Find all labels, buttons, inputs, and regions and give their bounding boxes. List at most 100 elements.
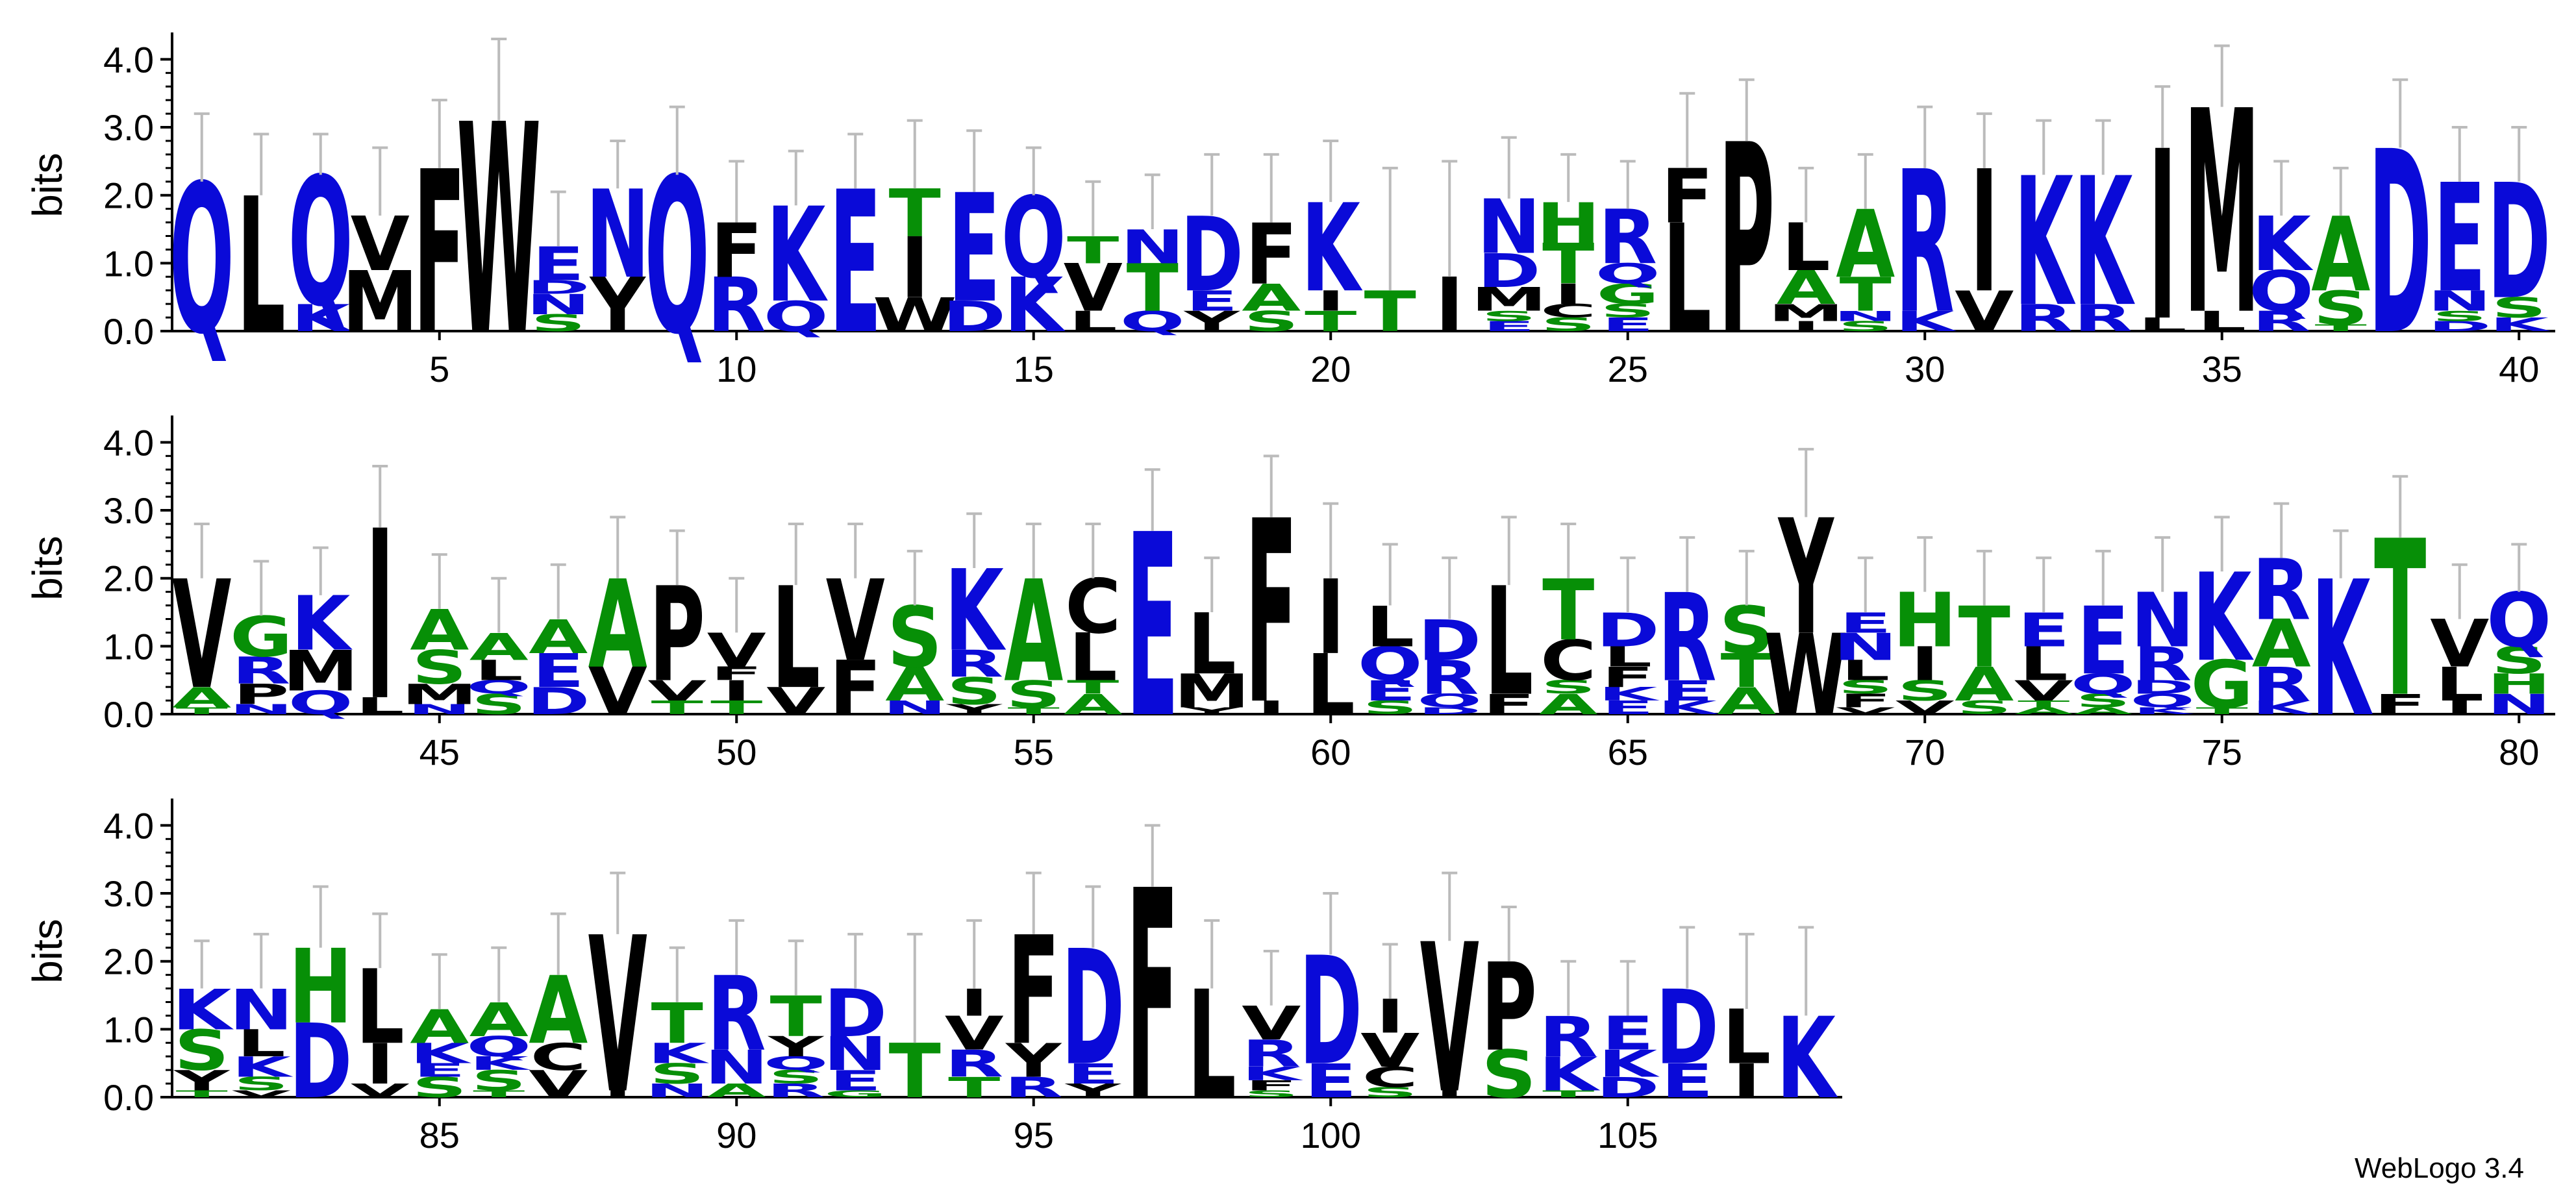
logo-letter-D: D [527,680,590,723]
y-tick-label: 0.0 [103,311,154,352]
logo-letter-C: C [1362,1061,1418,1093]
logo-letter-T: T [1542,1089,1594,1100]
logo-letter-T: T [710,697,762,719]
logo-letter-S: S [2075,690,2131,712]
logo-letter-T: T [1721,644,1773,698]
logo-column-58: YML [1174,556,1250,718]
logo-letter-K: K [291,297,353,340]
logo-letter-E: E [414,1060,466,1081]
logo-column-41: TAV [172,522,232,722]
logo-letter-N: N [2428,285,2492,317]
logo-column-59: IF [1245,454,1297,760]
logo-letter-S: S [412,641,467,695]
y-tick-label: 3.0 [103,107,154,148]
logo-letter-Q: Q [466,676,531,698]
logo-column-57: E [1127,468,1179,774]
logo-letter-T: T [1542,232,1594,297]
logo-letter-V: V [1836,706,1895,717]
logo-column-83: DH [289,885,353,1121]
logo-letter-A: A [1064,688,1123,721]
logo-letter-K: K [291,581,353,667]
logo-letter-N: N [229,701,293,717]
logo-letter-S: S [649,1058,705,1090]
logo-letter-A: A [1242,276,1301,319]
logo-letter-N: N [1834,308,1897,324]
logo-letter-L: L [475,654,523,687]
logo-column-20: TIK [1301,139,1363,338]
logo-letter-S: S [1957,697,2012,719]
logo-column-27: P [1719,78,1775,393]
logo-letter-Y: Y [945,701,1003,717]
logo-letter-I: I [1732,1054,1761,1108]
logo-letter-G: G [1596,278,1659,310]
logo-letter-S: S [471,1065,527,1097]
logo-column-43: QMK [282,546,358,722]
y-tick-label: 4.0 [103,39,154,80]
logo-letter-L: L [356,693,405,720]
logo-column-6: W [456,38,541,399]
logo-letter-S: S [1244,305,1299,338]
logo-letter-Q: Q [2249,259,2314,324]
logo-letter-N: N [883,697,947,719]
logo-letter-T: T [889,1028,941,1115]
logo-letter-S: S [531,310,586,337]
logo-letter-Q: Q [764,1053,829,1074]
x-tick-label: 60 [1310,732,1351,773]
logo-letter-L: L [1069,305,1118,338]
logo-column-26: LF [1661,92,1713,366]
y-tick-label: 3.0 [103,873,154,914]
logo-letter-K: K [410,1037,472,1070]
logo-column-44: LI [356,465,405,752]
logo-letter-E: E [532,644,584,698]
logo-letter-R: R [2252,541,2311,639]
logo-column-100: ED [1299,892,1362,1108]
logo-letter-C: C [1540,628,1596,693]
logo-letter-K: K [232,1051,294,1084]
logo-letter-D: D [1596,1071,1660,1104]
logo-letter-I: I [1792,318,1820,334]
logo-letter-R: R [1598,195,1657,281]
logo-column-68: WY [1764,447,1848,741]
logo-letter-E: E [829,1065,881,1097]
logo-column-9: Q [645,105,710,382]
x-tick-label: 15 [1014,349,1054,390]
logo-letter-E: E [1661,1054,1713,1108]
logo-letter-M: M [1768,299,1844,327]
logo-letter-I: I [1554,278,1582,310]
logo-column-8: YN [586,139,649,349]
logo-letter-I: I [1257,697,1286,719]
logo-letter-K: K [2133,706,2195,717]
logo-column-40: KSD [2487,126,2551,336]
logo-column-32: RK [2014,119,2075,346]
logo-column-33: RK [2073,119,2135,346]
logo-letter-M: M [401,678,477,710]
logo-letter-V: V [766,680,826,723]
x-tick-label: 20 [1310,349,1351,390]
logo-letter-T: T [948,1071,1000,1104]
logo-letter-S: S [768,1067,823,1088]
logo-letter-M: M [282,639,358,704]
logo-letter-K: K [2490,314,2551,336]
logo-letter-N: N [2131,578,2194,664]
logo-letter-I: I [722,675,751,707]
logo-letter-L: L [1841,654,1890,687]
logo-column-16: LVT [1064,180,1123,338]
logo-letter-R: R [2252,305,2311,338]
logo-column-53: NAS [883,549,947,719]
logo-letter-S: S [1481,308,1536,324]
logo-letter-C: C [531,1035,586,1079]
logo-column-1: Q [169,112,234,380]
logo-letter-F: F [829,645,881,732]
logo-letter-G: G [2190,647,2253,723]
logo-column-21: T [1364,166,1416,345]
logo-letter-F: F [1483,688,1535,721]
x-tick-label: 55 [1014,732,1054,773]
logo-letter-V: V [351,1080,410,1102]
y-axis-label: bits [24,536,71,601]
